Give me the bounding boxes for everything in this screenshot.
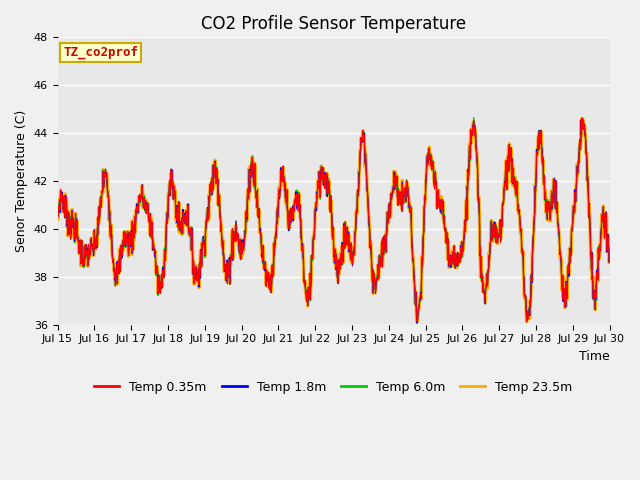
- X-axis label: Time: Time: [579, 350, 609, 363]
- Legend: Temp 0.35m, Temp 1.8m, Temp 6.0m, Temp 23.5m: Temp 0.35m, Temp 1.8m, Temp 6.0m, Temp 2…: [90, 376, 578, 399]
- Y-axis label: Senor Temperature (C): Senor Temperature (C): [15, 110, 28, 252]
- Text: TZ_co2prof: TZ_co2prof: [63, 46, 138, 59]
- Title: CO2 Profile Sensor Temperature: CO2 Profile Sensor Temperature: [201, 15, 466, 33]
